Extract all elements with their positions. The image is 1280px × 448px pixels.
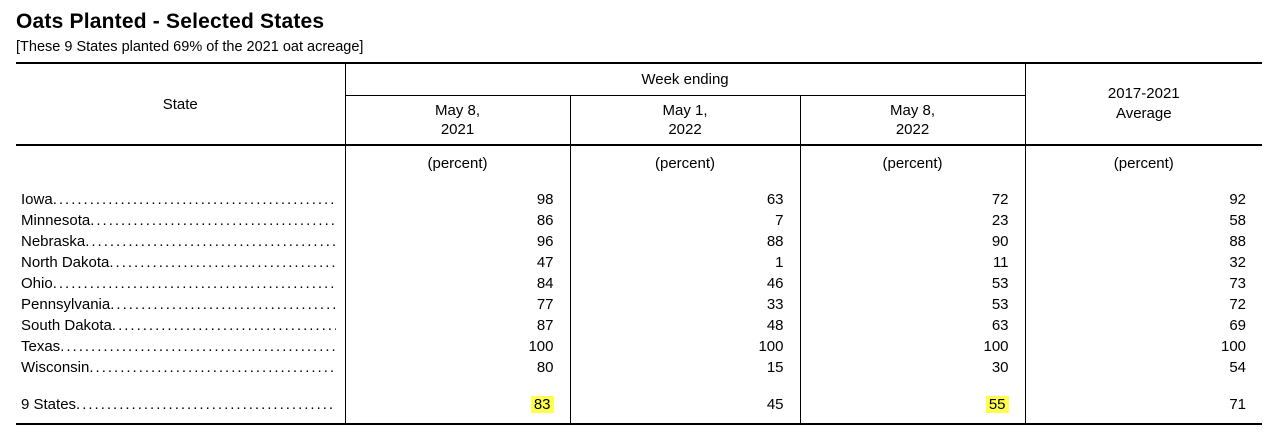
value-cell: 100 [1024, 336, 1263, 357]
table-row: Nebraska 96 88 90 88 [16, 231, 1263, 252]
dot-leader [90, 210, 335, 231]
value-cell: 73 [1024, 273, 1263, 294]
table-row: South Dakota 87 48 63 69 [16, 315, 1263, 336]
unit-row: (percent) (percent) (percent) (percent) [16, 144, 1263, 181]
date-column-header: May 1, 2022 [569, 95, 800, 145]
value-cell: 80 [344, 357, 570, 378]
value-cell: 48 [569, 315, 800, 336]
value-cell: 63 [569, 181, 800, 210]
value-cell: 69 [1024, 315, 1263, 336]
value-cell: 98 [344, 181, 570, 210]
date-column-header: May 8, 2021 [344, 95, 570, 145]
dot-leader [76, 396, 335, 413]
value-cell: 54 [1024, 357, 1263, 378]
unit-label: (percent) [569, 144, 800, 181]
value-cell: 53 [799, 294, 1026, 315]
state-name: Ohio [21, 275, 53, 292]
header-row-group: State Week ending 2017-2021 Average [16, 62, 1263, 145]
table-row: Iowa 98 63 72 92 [16, 181, 1263, 210]
value-cell: 100 [569, 336, 800, 357]
table-row: North Dakota 47 1 11 32 [16, 252, 1263, 273]
table-row: Wisconsin 80 15 30 54 [16, 357, 1263, 378]
state-name: Pennsylvania [21, 296, 111, 313]
value-cell: 88 [569, 231, 800, 252]
unit-empty-cell [16, 144, 345, 181]
value-cell: 88 [1024, 231, 1263, 252]
state-column-header: State [16, 62, 345, 145]
state-name: Texas [21, 338, 61, 355]
table-row: Pennsylvania 77 33 53 72 [16, 294, 1263, 315]
date-header-row: May 8, 2021 May 1, 2022 May 8, 2022 [16, 95, 1262, 145]
value-cell: 77 [344, 294, 570, 315]
table-row: Minnesota 86 7 23 58 [16, 210, 1263, 231]
total-value-cell: 83 [344, 392, 570, 425]
value-cell: 100 [344, 336, 570, 357]
value-cell: 47 [344, 252, 570, 273]
total-value-cell: 71 [1024, 392, 1263, 425]
page-title: Oats Planted - Selected States [16, 10, 325, 33]
unit-label: (percent) [1024, 144, 1263, 181]
dot-leader [60, 336, 335, 357]
value-cell: 46 [569, 273, 800, 294]
dot-leader [89, 357, 335, 378]
value-cell: 23 [799, 210, 1026, 231]
value-cell: 90 [799, 231, 1026, 252]
week-ending-header: Week ending [344, 62, 1026, 96]
value-cell: 72 [1024, 294, 1263, 315]
value-cell: 33 [569, 294, 800, 315]
table-row: Texas 100 100 100 100 [16, 336, 1263, 357]
total-row-label: 9 States [21, 396, 77, 413]
value-cell: 87 [344, 315, 570, 336]
oats-planted-table: State Week ending 2017-2021 Average May … [16, 62, 1263, 425]
value-cell: 92 [1024, 181, 1263, 210]
state-name: North Dakota [21, 254, 110, 271]
value-cell: 30 [799, 357, 1026, 378]
value-cell: 11 [799, 252, 1026, 273]
value-cell: 32 [1024, 252, 1263, 273]
spacer-row [16, 378, 1263, 392]
report-page: Oats Planted - Selected States [These 9 … [0, 0, 1280, 425]
value-cell: 15 [569, 357, 800, 378]
dot-leader [53, 189, 336, 210]
state-name: Minnesota [21, 212, 91, 229]
dot-leader [109, 252, 335, 273]
highlighted-value: 83 [530, 396, 554, 413]
state-name: Nebraska [21, 233, 86, 250]
value-cell: 72 [799, 181, 1026, 210]
value-cell: 7 [569, 210, 800, 231]
average-column-header: 2017-2021 Average [1024, 62, 1263, 145]
unit-label: (percent) [344, 144, 570, 181]
unit-label: (percent) [799, 144, 1026, 181]
dot-leader [112, 315, 336, 336]
total-row: 9 States 83 45 55 71 [16, 392, 1263, 425]
dot-leader [85, 231, 335, 252]
highlighted-value: 55 [985, 396, 1009, 413]
date-column-header: May 8, 2022 [799, 95, 1026, 145]
value-cell: 63 [799, 315, 1026, 336]
total-value-cell: 55 [799, 392, 1026, 425]
value-cell: 86 [344, 210, 570, 231]
dot-leader [53, 273, 336, 294]
value-cell: 96 [344, 231, 570, 252]
value-cell: 58 [1024, 210, 1263, 231]
table-row: Ohio 84 46 53 73 [16, 273, 1263, 294]
total-value-cell: 45 [569, 392, 800, 425]
value-cell: 100 [799, 336, 1026, 357]
value-cell: 1 [569, 252, 800, 273]
dot-leader [110, 294, 335, 315]
value-cell: 53 [799, 273, 1026, 294]
value-cell: 84 [344, 273, 570, 294]
page-subtitle: [These 9 States planted 69% of the 2021 … [16, 39, 364, 55]
state-name: Wisconsin [21, 359, 90, 376]
state-name: Iowa [21, 191, 53, 208]
state-name: South Dakota [21, 317, 112, 334]
